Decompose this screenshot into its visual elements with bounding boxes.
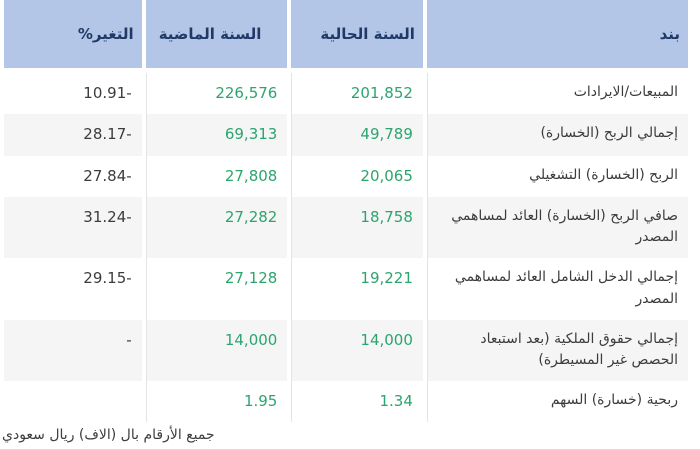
current-year-value: 14,000 xyxy=(291,319,423,381)
previous-year-value: 14,000 xyxy=(145,319,288,381)
financial-results-table: بند السنة الحالية السنة الماضية التغير% … xyxy=(4,0,688,423)
table-row: إجمالي الدخل الشامل العائد لمساهمي المصد… xyxy=(4,258,688,320)
table-row: ربحية (خسارة) السهم 1.34 1.95 xyxy=(4,380,688,423)
header-current-year: السنة الحالية xyxy=(291,0,423,73)
item-label: إجمالي الدخل الشامل العائد لمساهمي المصد… xyxy=(426,258,688,320)
item-label: المبيعات/الايرادات xyxy=(426,73,688,115)
table-row: المبيعات/الايرادات 201,852 226,576 -10.9… xyxy=(4,73,688,115)
current-year-value: 1.34 xyxy=(291,380,423,423)
current-year-value: 20,065 xyxy=(291,155,423,197)
change-pct-value: - xyxy=(4,319,142,381)
item-label: ربحية (خسارة) السهم xyxy=(426,380,688,423)
header-previous-year: السنة الماضية xyxy=(145,0,288,73)
previous-year-value: 1.95 xyxy=(145,380,288,423)
previous-year-value: 27,808 xyxy=(145,155,288,197)
table-header-row: بند السنة الحالية السنة الماضية التغير% xyxy=(4,0,688,73)
item-label: صافي الربح (الخسارة) العائد لمساهمي المص… xyxy=(426,196,688,259)
change-pct-value: -27.84 xyxy=(4,155,142,197)
change-pct-value: -29.15 xyxy=(4,258,142,320)
table-row: إجمالي حقوق الملكية (بعد استبعاد الحصص غ… xyxy=(4,319,688,381)
previous-year-value: 69,313 xyxy=(145,114,288,156)
current-year-value: 19,221 xyxy=(291,258,423,320)
change-pct-value: -28.17 xyxy=(4,114,142,156)
financial-results-table-container: بند السنة الحالية السنة الماضية التغير% … xyxy=(4,0,688,423)
previous-year-value: 27,282 xyxy=(145,196,288,259)
previous-year-value: 27,128 xyxy=(145,258,288,320)
table-row: صافي الربح (الخسارة) العائد لمساهمي المص… xyxy=(4,196,688,259)
current-year-value: 18,758 xyxy=(291,196,423,259)
table-row: الربح (الخسارة) التشغيلي 20,065 27,808 -… xyxy=(4,155,688,197)
item-label: إجمالي حقوق الملكية (بعد استبعاد الحصص غ… xyxy=(426,319,688,381)
item-label: إجمالي الربح (الخسارة) xyxy=(426,114,688,156)
table-row: إجمالي الربح (الخسارة) 49,789 69,313 -28… xyxy=(4,114,688,156)
change-pct-value: -10.91 xyxy=(4,73,142,115)
previous-year-value: 226,576 xyxy=(145,73,288,115)
figures-unit-note: جميع الأرقام بال (الاف) ريال سعودي xyxy=(0,422,700,450)
current-year-value: 201,852 xyxy=(291,73,423,115)
item-label: الربح (الخسارة) التشغيلي xyxy=(426,155,688,197)
change-pct-value: -31.24 xyxy=(4,196,142,259)
change-pct-value xyxy=(4,380,142,423)
header-item: بند xyxy=(426,0,688,73)
current-year-value: 49,789 xyxy=(291,114,423,156)
header-change: التغير% xyxy=(4,0,142,73)
